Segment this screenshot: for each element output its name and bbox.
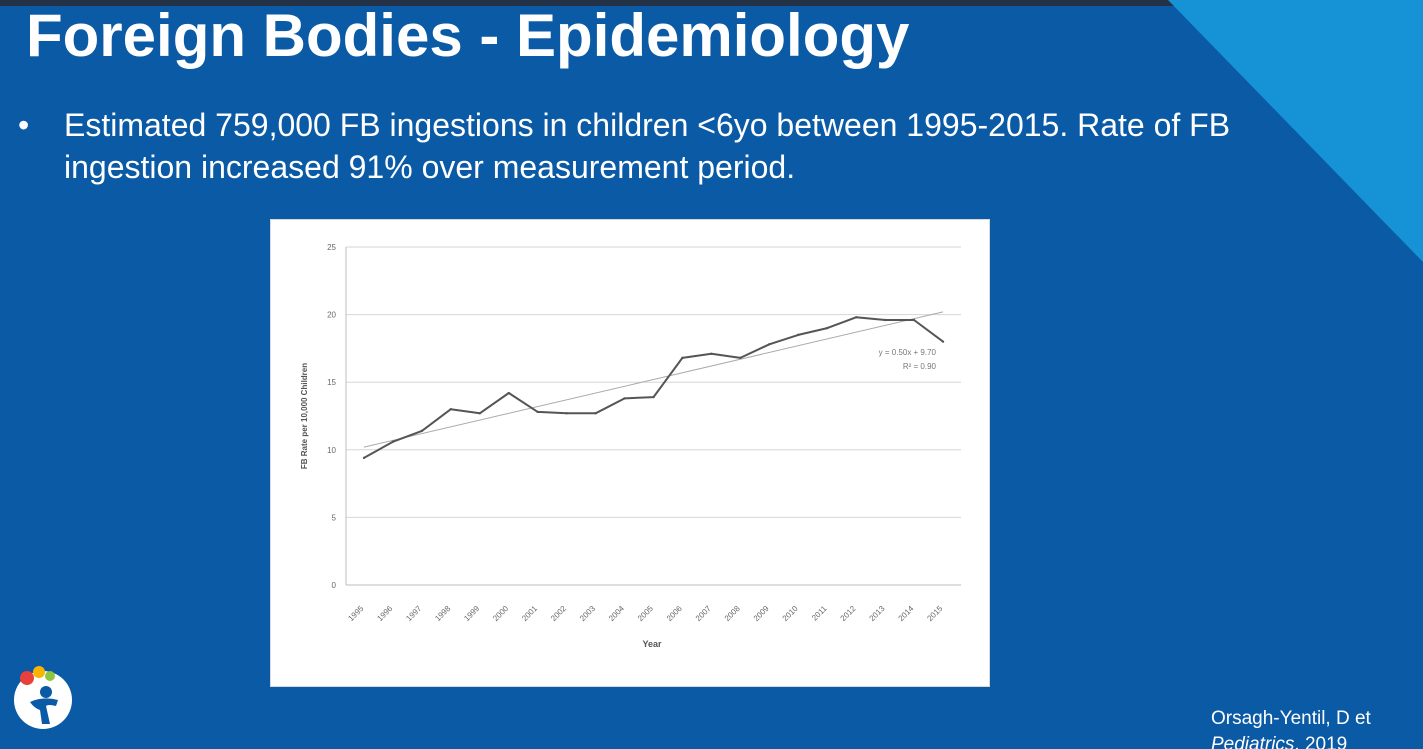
trend-annotation: R² = 0.90	[903, 362, 937, 371]
x-tick-label: 2014	[897, 604, 916, 623]
citation-source: Pediatrics, 2019	[1211, 732, 1423, 749]
x-tick-label: 2003	[578, 604, 597, 623]
data-point	[536, 410, 539, 414]
x-axis-label: Year	[642, 639, 662, 649]
x-tick-label: 2013	[868, 604, 887, 623]
chart-frame: 0 5 10 15 20 25 1995 1996 1997 1998 1999 2000 2001 20…	[270, 219, 990, 687]
y-tick-label: 5	[332, 513, 337, 522]
data-point	[854, 316, 858, 319]
x-tick-label: 2007	[694, 604, 713, 623]
citation-author: Orsagh-Yentil, D et	[1211, 708, 1371, 729]
x-tick-label: 2008	[723, 604, 742, 623]
data-point	[826, 326, 829, 330]
bullet-marker: •	[18, 107, 30, 143]
bullet-item: • Estimated 759,000 FB ingestions in chi…	[14, 104, 1354, 188]
y-tick-label: 25	[327, 243, 336, 252]
trend-line	[363, 311, 944, 448]
data-point	[623, 397, 626, 400]
x-tick-label: 2000	[491, 604, 510, 623]
logo-icon	[14, 666, 72, 729]
data-point	[941, 340, 945, 343]
data-point	[391, 440, 395, 443]
bullet-text: Estimated 759,000 FB ingestions in child…	[64, 107, 1231, 185]
x-tick-label: 2006	[665, 604, 684, 623]
top-strip	[0, 0, 1423, 6]
y-tick-label: 0	[332, 581, 337, 590]
data-point	[883, 318, 887, 322]
x-tick-label: 1996	[375, 604, 394, 623]
y-axis-label: FB Rate per 10,000 Children	[300, 363, 309, 469]
series-line	[363, 316, 944, 459]
x-tick-label: 2010	[781, 604, 800, 623]
citation-journal: Pediatrics	[1211, 734, 1295, 749]
y-tick-label: 15	[327, 378, 336, 387]
x-tick-label: 2009	[752, 604, 771, 623]
x-tick-label: 2001	[520, 604, 539, 623]
x-tick-label: 2015	[925, 604, 944, 623]
data-point	[739, 356, 742, 360]
data-point	[710, 352, 713, 356]
data-point	[420, 429, 424, 433]
x-tick-label: 1998	[433, 604, 452, 623]
x-tick-label: 2005	[636, 604, 655, 623]
x-tick-label: 2012	[839, 604, 858, 623]
x-tick-label: 2004	[607, 604, 626, 623]
data-point	[449, 408, 453, 411]
data-point	[797, 333, 800, 337]
data-point	[768, 343, 771, 346]
fb-rate-chart: 0 5 10 15 20 25 1995 1996 1997 1998 1999 2000 2001 20…	[300, 243, 961, 649]
y-tick-label: 20	[327, 311, 336, 320]
slide-title: Foreign Bodies - Epidemiology	[26, 2, 910, 69]
data-point	[565, 412, 568, 415]
data-point	[594, 412, 597, 415]
data-point	[681, 356, 684, 360]
x-tick-label: 1999	[462, 604, 481, 623]
x-tick-label: 2011	[810, 604, 829, 623]
data-point	[912, 318, 916, 322]
data-point	[362, 456, 366, 460]
citation: Orsagh-Yentil, D et Pediatrics, 2019	[1211, 706, 1423, 749]
data-point	[507, 391, 510, 395]
citation-year: 2019	[1304, 734, 1348, 749]
x-tick-label: 2002	[549, 604, 568, 623]
data-point	[652, 395, 655, 399]
x-tick-label: 1997	[404, 604, 423, 623]
x-tick-label: 1995	[346, 604, 365, 623]
trend-annotation: y = 0.50x + 9.70	[879, 348, 937, 357]
data-point	[478, 412, 481, 415]
y-tick-label: 10	[327, 446, 336, 455]
